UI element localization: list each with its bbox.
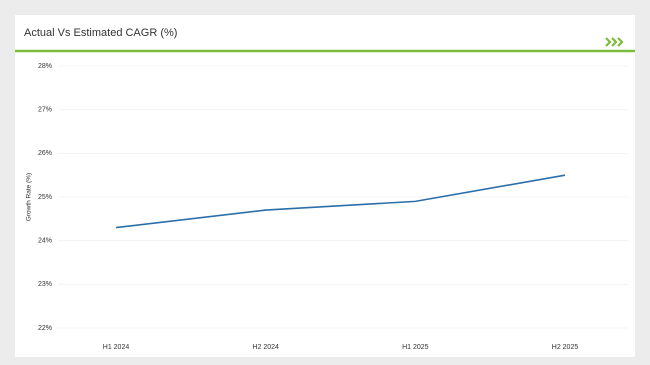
data-line — [115, 174, 566, 229]
y-tick-label: 24% — [38, 238, 52, 245]
x-tick-label: H1 2024 — [103, 344, 130, 351]
y-tick-label: 23% — [38, 281, 52, 288]
y-tick-label: 22% — [38, 325, 52, 332]
chart-title: Actual Vs Estimated CAGR (%) — [24, 27, 177, 39]
x-tick-label: H2 2024 — [252, 344, 279, 351]
x-tick-label: H2 2025 — [552, 344, 579, 351]
y-tick-label: 26% — [38, 150, 52, 157]
y-tick-label: 25% — [38, 194, 52, 201]
x-tick-label: H1 2025 — [402, 344, 429, 351]
y-tick-label: 28% — [38, 63, 52, 70]
y-tick-label: 27% — [38, 107, 52, 114]
card — [15, 15, 635, 357]
y-axis-label: Growth Rate (%) — [26, 173, 33, 221]
chevrons-icon — [605, 37, 624, 47]
